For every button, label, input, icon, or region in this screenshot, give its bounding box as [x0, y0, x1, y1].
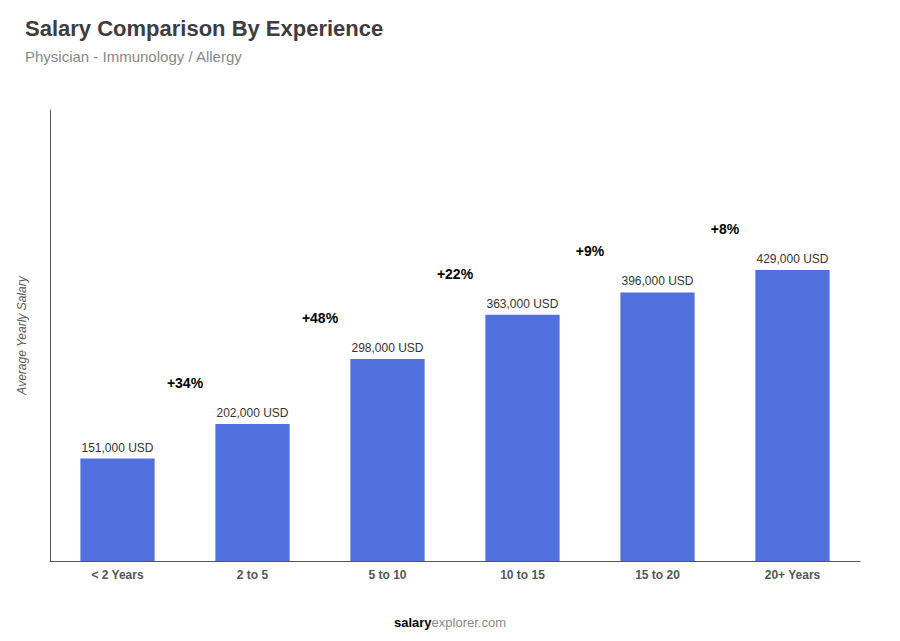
- svg-text:151,000 USD: 151,000 USD: [81, 441, 153, 455]
- svg-text:salary: salary: [394, 615, 432, 630]
- svg-text:20+ Years: 20+ Years: [765, 568, 821, 582]
- svg-text:5 to 10: 5 to 10: [368, 568, 406, 582]
- svg-text:+9%: +9%: [576, 243, 605, 259]
- svg-text:+48%: +48%: [302, 310, 339, 326]
- svg-text:< 2 Years: < 2 Years: [91, 568, 143, 582]
- svg-text:+22%: +22%: [437, 266, 474, 282]
- svg-text:363,000 USD: 363,000 USD: [486, 297, 558, 311]
- svg-text:10 to 15: 10 to 15: [500, 568, 545, 582]
- svg-text:Physician - Immunology / Aller: Physician - Immunology / Allergy: [25, 48, 242, 65]
- svg-text:Salary Comparison By Experienc: Salary Comparison By Experience: [25, 16, 383, 41]
- svg-text:Average Yearly Salary: Average Yearly Salary: [15, 275, 29, 395]
- svg-text:396,000 USD: 396,000 USD: [621, 274, 693, 288]
- svg-text:429,000 USD: 429,000 USD: [756, 252, 828, 266]
- svg-text:2 to 5: 2 to 5: [237, 568, 269, 582]
- svg-text:15 to 20: 15 to 20: [635, 568, 680, 582]
- svg-text:298,000 USD: 298,000 USD: [351, 341, 423, 355]
- svg-text:202,000 USD: 202,000 USD: [216, 406, 288, 420]
- svg-text:+8%: +8%: [711, 221, 740, 237]
- svg-text:+34%: +34%: [167, 375, 204, 391]
- svg-text:explorer.com: explorer.com: [432, 615, 506, 630]
